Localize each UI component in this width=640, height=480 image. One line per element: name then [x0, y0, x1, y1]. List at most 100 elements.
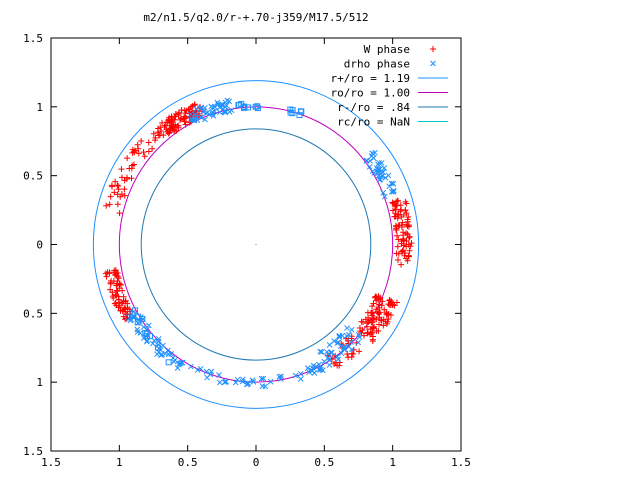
data-point	[386, 302, 393, 309]
data-point	[123, 311, 130, 318]
data-point	[345, 343, 352, 350]
data-point	[393, 299, 400, 306]
data-point	[113, 282, 120, 289]
data-point	[370, 300, 377, 307]
y-axis-ticks: 1.5 1 0.5 0 0.5 1 1.5	[23, 32, 461, 458]
data-point	[182, 110, 189, 117]
data-point	[119, 300, 126, 307]
data-point	[359, 327, 366, 334]
series-1	[127, 97, 397, 390]
data-point	[160, 342, 166, 349]
data-point	[405, 214, 412, 221]
data-point	[374, 165, 380, 171]
data-point	[397, 208, 404, 215]
data-point	[125, 314, 132, 321]
data-point	[134, 319, 141, 326]
data-point	[336, 334, 343, 341]
data-point	[368, 153, 375, 159]
data-point	[406, 247, 413, 254]
data-point	[346, 331, 352, 338]
x-tick-label: 1	[389, 456, 396, 469]
data-point	[404, 216, 411, 223]
data-point	[175, 122, 182, 129]
data-point	[326, 362, 333, 368]
data-point	[406, 233, 413, 240]
data-point	[107, 193, 114, 200]
data-point	[115, 186, 122, 193]
data-point	[348, 350, 355, 357]
data-point	[216, 109, 223, 116]
data-point	[394, 256, 401, 263]
data-point	[254, 103, 261, 110]
data-point	[317, 348, 324, 355]
data-point	[197, 365, 204, 372]
data-point	[179, 359, 186, 366]
data-point	[168, 351, 174, 357]
data-point	[391, 213, 398, 220]
circle-0	[92, 80, 420, 409]
data-point	[400, 232, 407, 239]
data-point	[394, 215, 401, 222]
data-point	[132, 307, 139, 314]
data-point	[334, 353, 341, 360]
data-point	[140, 149, 147, 156]
data-point	[202, 116, 208, 123]
data-point	[309, 368, 316, 374]
reference-circles	[92, 80, 420, 409]
circle-2	[140, 128, 372, 361]
y-tick-label: 0.5	[23, 307, 43, 320]
data-point	[103, 273, 110, 280]
data-point	[356, 348, 363, 355]
data-point	[111, 300, 118, 307]
data-point	[287, 109, 294, 116]
data-point	[223, 102, 230, 109]
data-point	[115, 296, 122, 303]
y-tick-label: 0	[36, 239, 43, 252]
x-tick-label: 0	[253, 456, 260, 469]
data-point	[116, 280, 123, 287]
data-point	[110, 295, 117, 302]
data-point	[141, 153, 148, 160]
data-point	[161, 123, 168, 130]
data-point	[171, 358, 177, 365]
data-point	[112, 178, 119, 185]
data-point	[198, 104, 205, 111]
data-point	[376, 177, 383, 183]
data-point	[403, 255, 410, 262]
data-point	[114, 182, 121, 189]
data-point	[154, 129, 161, 136]
data-point	[107, 286, 114, 293]
data-point	[126, 165, 133, 172]
data-point	[121, 192, 128, 199]
data-point	[160, 132, 167, 139]
data-point	[332, 359, 339, 366]
data-point	[129, 149, 136, 156]
data-point	[114, 201, 121, 208]
circle-1	[118, 106, 394, 383]
data-point	[168, 113, 175, 120]
data-point	[154, 344, 161, 351]
origin-dot	[255, 243, 257, 246]
data-point	[376, 314, 383, 321]
data-point	[168, 124, 175, 131]
data-point	[159, 119, 166, 126]
data-point	[135, 313, 142, 320]
data-point	[154, 351, 160, 358]
data-point	[124, 155, 131, 162]
data-point	[249, 377, 256, 384]
data-point	[208, 103, 215, 110]
data-point	[369, 168, 376, 175]
data-point	[373, 306, 380, 313]
data-point	[365, 318, 372, 325]
data-point	[137, 330, 144, 336]
data-point	[324, 349, 330, 355]
data-point	[119, 174, 126, 181]
data-point	[140, 324, 147, 330]
data-point	[187, 111, 194, 118]
data-point	[405, 234, 412, 241]
data-point	[114, 288, 121, 295]
y-tick-label: 1	[36, 376, 43, 389]
data-point	[402, 207, 409, 214]
data-point	[200, 108, 206, 115]
